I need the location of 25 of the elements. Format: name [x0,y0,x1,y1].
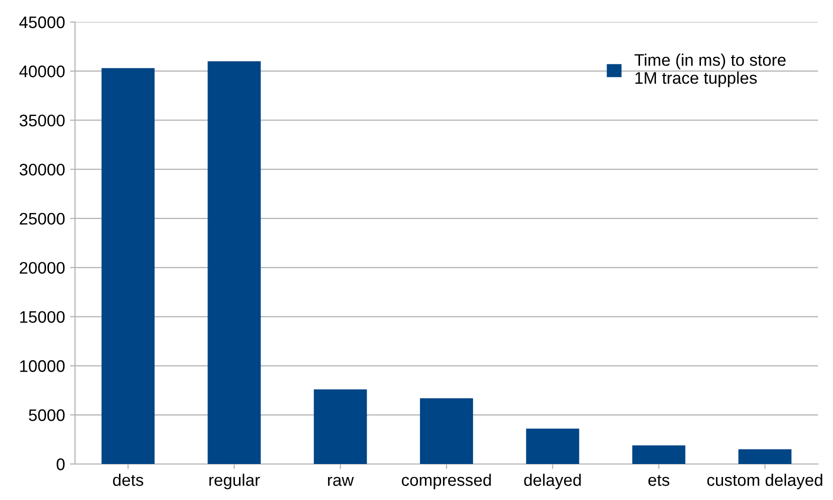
y-tick-label: 40000 [19,66,65,78]
x-tick-label: regular [209,474,260,490]
bar [208,61,261,464]
x-tick-label: ets [648,475,670,486]
legend-label: Time (in ms) to store 1M trace tupples [634,54,786,88]
x-tick-label: raw [328,476,354,486]
y-tick-label: 20000 [20,262,65,274]
y-tick-label: 0 [56,458,65,470]
y-tick-label: 10000 [20,360,65,372]
bar [632,445,686,464]
y-tick-label: 25000 [20,212,65,225]
bar [420,398,474,464]
bar [314,389,367,464]
y-tick-label: 45000 [19,16,65,28]
y-tick-label: 5000 [28,409,65,422]
bar [102,68,155,464]
y-tick-label: 30000 [20,164,65,176]
x-tick-label: compressed [402,474,491,490]
y-tick-label: 35000 [20,114,65,126]
x-tick-label: dets [113,474,144,486]
bar [526,428,580,464]
y-tick-label: 15000 [20,311,65,323]
x-tick-label: custom delayed [707,474,822,490]
x-tick-label: delayed [524,474,581,490]
bar [738,449,792,464]
